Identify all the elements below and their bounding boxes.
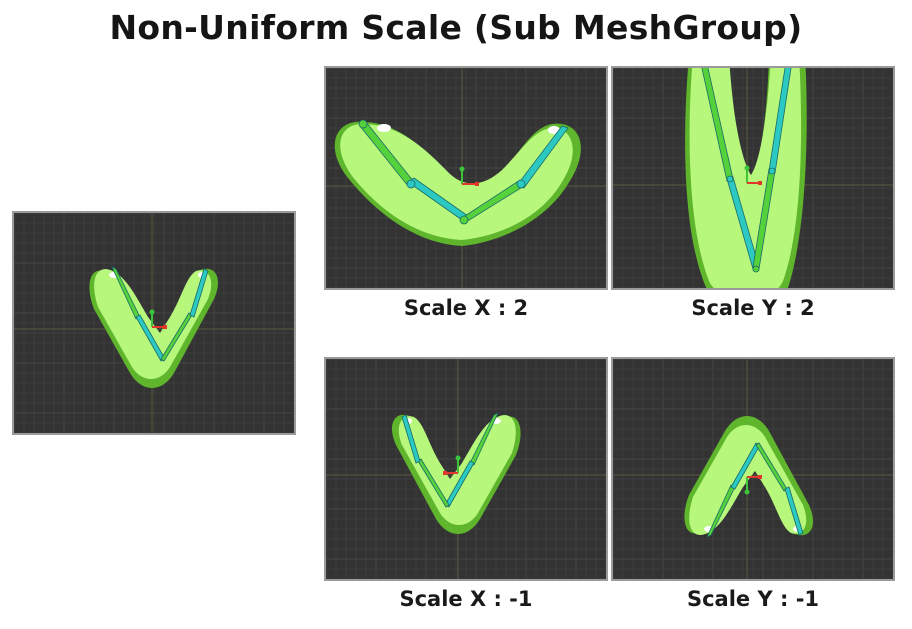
mesh-v-scaled-x [334, 119, 581, 246]
bone [189, 268, 209, 318]
page-title: Non-Uniform Scale (Sub MeshGroup) [109, 8, 803, 47]
caption-scale-y-2: Scale Y : 2 [691, 296, 815, 320]
mesh-v-scaled-y [685, 68, 807, 288]
viewport-scale-y-neg1-canvas [613, 359, 893, 579]
grid [14, 213, 294, 433]
mesh-v-original [89, 266, 219, 388]
caption-scale-x-neg1: Scale X : -1 [399, 587, 533, 611]
viewport-scale-x-neg1 [324, 357, 608, 581]
viewport-original-canvas [14, 213, 294, 433]
mesh-v-mirrored-x [391, 412, 521, 534]
bone [401, 414, 421, 464]
mesh-v-mirrored-y [684, 416, 814, 538]
caption-scale-y-neg1: Scale Y : -1 [686, 587, 820, 611]
viewport-scale-x-neg1-canvas [326, 359, 606, 579]
grid [326, 359, 606, 579]
viewport-original [12, 211, 296, 435]
viewport-scale-x-2-canvas [326, 68, 606, 288]
highlight [377, 124, 391, 132]
bone [784, 486, 804, 536]
viewport-scale-y-2-canvas [613, 68, 893, 288]
viewport-scale-y-neg1 [611, 357, 895, 581]
viewport-scale-y-2 [611, 66, 895, 290]
caption-scale-x-2: Scale X : 2 [403, 296, 529, 320]
mesh-fill [340, 123, 573, 240]
viewport-scale-x-2 [324, 66, 608, 290]
